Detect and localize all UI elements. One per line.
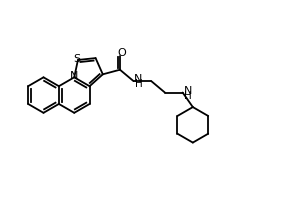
- Text: O: O: [118, 48, 126, 58]
- Text: S: S: [74, 54, 80, 64]
- Text: N: N: [183, 86, 192, 96]
- Text: N: N: [70, 71, 78, 81]
- Text: H: H: [184, 91, 191, 101]
- Text: N: N: [134, 74, 143, 84]
- Text: H: H: [135, 79, 142, 89]
